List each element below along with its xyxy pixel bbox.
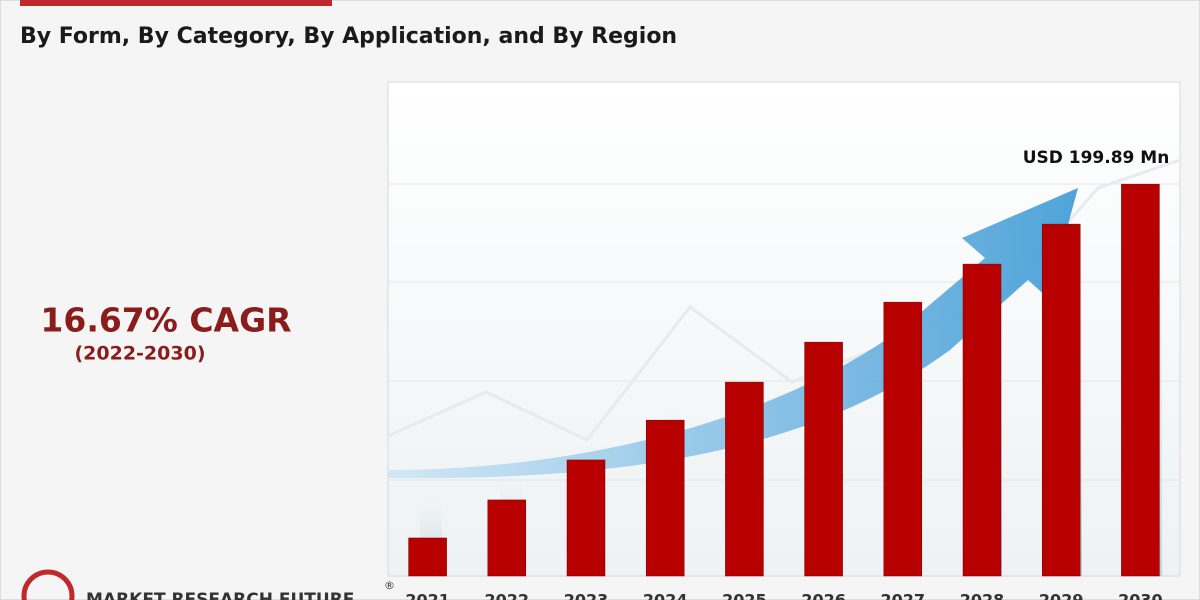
x-tick-label: 2025	[722, 591, 767, 600]
bar	[883, 301, 923, 577]
logo-icon	[21, 569, 75, 600]
x-tick-label: 2024	[643, 591, 688, 600]
x-tick-label: 2022	[485, 591, 530, 600]
value-label: USD 199.89 Mn	[1023, 148, 1170, 168]
x-tick-label: 2026	[801, 591, 846, 600]
decor-line	[387, 158, 1181, 442]
x-tick-label: 2021	[405, 591, 450, 600]
bar	[962, 263, 1002, 577]
bar	[804, 341, 843, 577]
x-tick-label: 2030	[1118, 591, 1163, 600]
x-tick-label: 2029	[1039, 591, 1084, 600]
cagr: 16.67% CAGR	[40, 301, 291, 340]
bar	[725, 381, 764, 577]
bar	[566, 459, 606, 577]
x-tick-label: 2028	[960, 591, 1005, 600]
brand: MARKET RESEARCH FUTURE	[86, 590, 354, 600]
x-tick-label: 2023	[564, 591, 609, 600]
cagr-period: (2022-2030)	[74, 343, 205, 365]
subtitle: By Form, By Category, By Application, an…	[20, 24, 677, 49]
title-ribbon	[20, 0, 332, 6]
bar	[408, 537, 447, 577]
bar	[645, 419, 685, 577]
x-tick-label: 2027	[881, 591, 926, 600]
brand-mark: ®	[384, 579, 395, 592]
bar	[1121, 183, 1160, 577]
bar	[1041, 223, 1081, 577]
bar	[487, 499, 527, 577]
